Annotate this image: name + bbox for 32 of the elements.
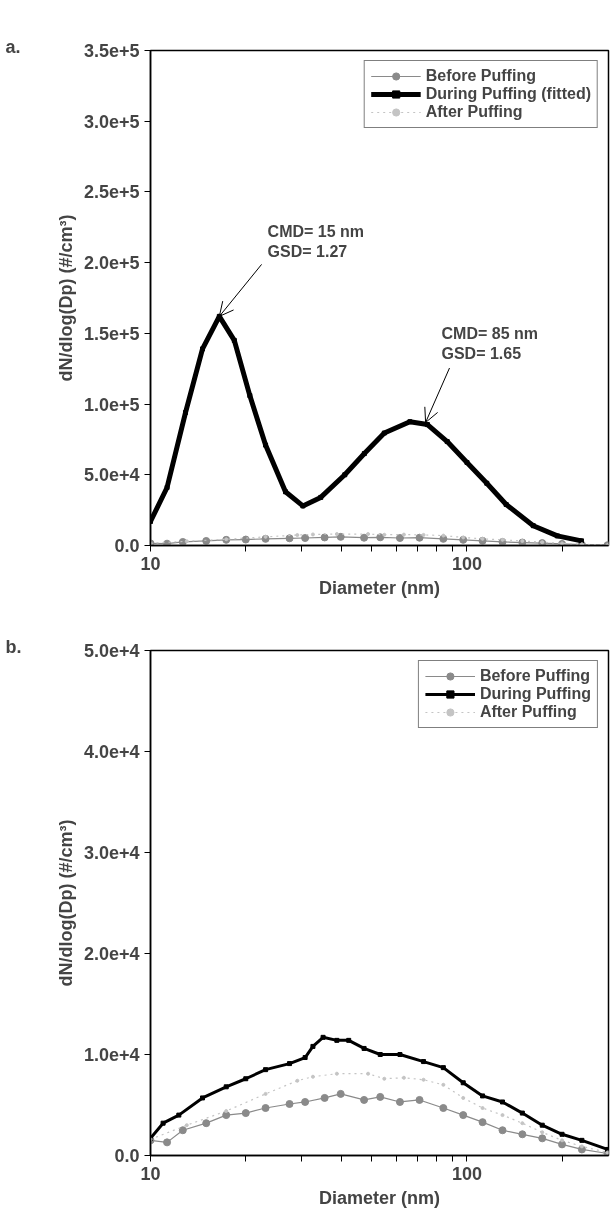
chart-title: b.	[5, 636, 22, 657]
legend-label: During Puffing (fitted)	[425, 85, 591, 103]
x-tick-label: 10	[140, 553, 161, 574]
y-tick-label: 0.0	[114, 1146, 140, 1166]
x-axis-title: Diameter (nm)	[318, 577, 441, 598]
legend-label: During Puffing	[479, 685, 591, 703]
legend-label: After Puffing	[425, 103, 523, 121]
y-tick-label: 5.0e+4	[83, 465, 140, 486]
legend-label: Before Puffing	[425, 67, 536, 85]
y-tick-label: 3.0e+5	[83, 111, 140, 132]
y-tick-label: 3.0e+4	[83, 843, 140, 863]
annotation: CMD= 85 nm GSD= 1.65	[441, 324, 538, 363]
y-tick-label: 1.5e+5	[83, 323, 140, 344]
y-tick-label: 1.0e+4	[83, 1045, 140, 1065]
annotation: CMD= 15 nm GSD= 1.27	[267, 223, 365, 261]
y-tick-label: 5.0e+4	[83, 641, 140, 661]
y-tick-label: 4.0e+4	[83, 742, 140, 762]
x-tick-label: 100	[451, 1163, 483, 1184]
chart-title: a.	[5, 36, 21, 57]
y-axis-title: dN/dlog(Dp) (#/cm³)	[55, 214, 76, 382]
legend-label: Before Puffing	[479, 667, 591, 685]
y-axis-title: dN/dlog(Dp) (#/cm³)	[55, 819, 76, 987]
y-tick-label: 2.0e+5	[83, 253, 140, 274]
y-tick-label: 2.0e+4	[83, 944, 140, 964]
x-tick-label: 100	[451, 553, 483, 574]
y-tick-label: 0.0	[114, 536, 140, 556]
x-tick-label: 10	[140, 1163, 161, 1184]
y-tick-label: 3.5e+5	[83, 41, 140, 61]
y-tick-label: 2.5e+5	[83, 182, 140, 203]
x-axis-title: Diameter (nm)	[318, 1187, 441, 1208]
y-tick-label: 1.0e+5	[83, 394, 140, 415]
legend-label: After Puffing	[479, 703, 577, 721]
